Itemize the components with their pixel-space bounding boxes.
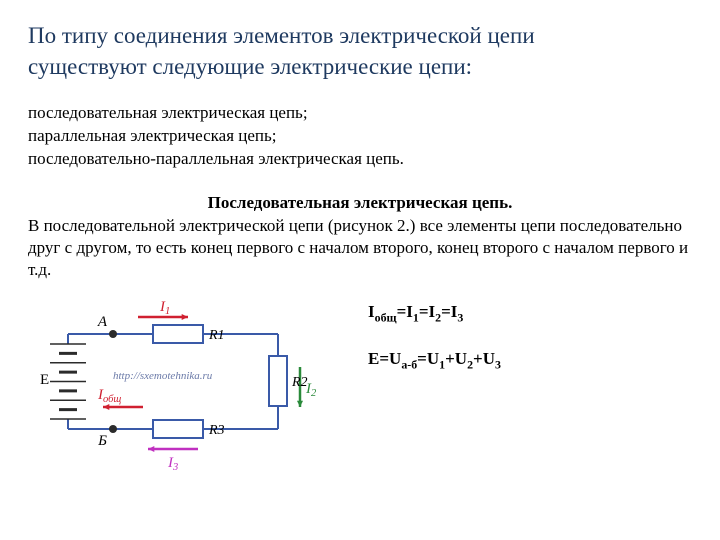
section-title: Последовательная электрическая цепь. <box>28 193 692 213</box>
svg-text:I3: I3 <box>167 455 178 473</box>
svg-text:Б: Б <box>97 433 107 449</box>
bullet-item: параллельная электрическая цепь; <box>28 125 692 148</box>
section-paragraph: В последовательной электрической цепи (р… <box>28 215 692 281</box>
heading-line1: По типу соединения элементов электрическ… <box>28 23 535 48</box>
svg-text:R1: R1 <box>208 328 225 343</box>
svg-text:I1: I1 <box>159 299 170 317</box>
slide-heading: По типу соединения элементов электрическ… <box>28 20 692 82</box>
svg-text:I2: I2 <box>305 381 317 399</box>
circuit-diagram: АБЕR1R2R3I1I2I3Iобщhttp://sxemotehnika.r… <box>28 289 328 479</box>
svg-text:R3: R3 <box>208 423 225 438</box>
svg-text:А: А <box>97 314 108 330</box>
formula-voltage: E=Uа-б=U1+U2+U3 <box>368 348 501 373</box>
bullet-item: последовательная электрическая цепь; <box>28 102 692 125</box>
svg-text:Iобщ: Iобщ <box>97 387 121 405</box>
heading-line2: существуют следующие электрические цепи: <box>28 54 472 79</box>
bullet-item: последовательно-параллельная электрическ… <box>28 148 692 171</box>
formula-block: Iобщ=I1=I2=I3 E=Uа-б=U1+U2+U3 <box>328 289 501 395</box>
bullet-list: последовательная электрическая цепь; пар… <box>28 102 692 171</box>
svg-text:http://sxemotehnika.ru: http://sxemotehnika.ru <box>113 370 213 382</box>
formula-current: Iобщ=I1=I2=I3 <box>368 301 501 326</box>
svg-text:Е: Е <box>40 372 49 388</box>
